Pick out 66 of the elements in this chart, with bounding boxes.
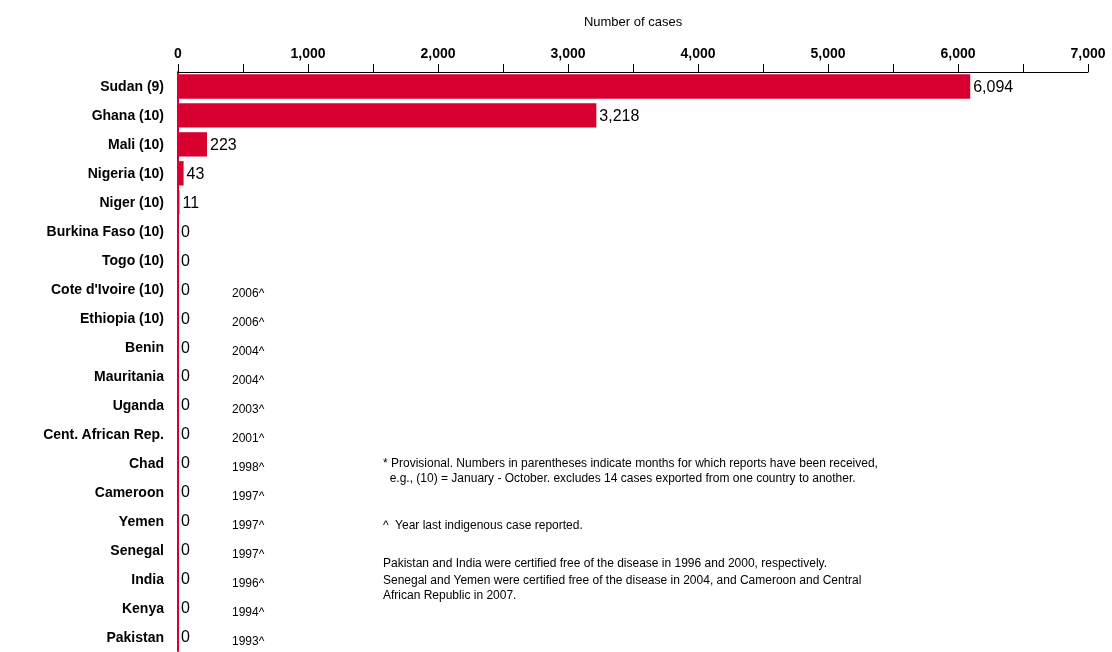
data-label: 0 xyxy=(181,570,190,588)
y-tick-label: Pakistan xyxy=(106,628,164,645)
x-tick-label: 0 xyxy=(174,45,183,61)
annotation: 2001^ xyxy=(232,430,265,445)
annotation: 1998^ xyxy=(232,459,265,474)
data-label: 0 xyxy=(181,309,190,327)
x-tick-label: 2,000 xyxy=(420,45,456,61)
data-label: 0 xyxy=(181,280,190,298)
y-tick-label: Ghana (10) xyxy=(91,107,164,124)
y-tick-label: Uganda xyxy=(112,396,165,413)
y-tick-label: Cote d'Ivoire (10) xyxy=(50,281,164,298)
y-tick-label: Mali (10) xyxy=(107,136,164,153)
data-label: 0 xyxy=(181,396,190,414)
data-label: 0 xyxy=(181,512,190,530)
data-label: 0 xyxy=(181,483,190,501)
data-label: 0 xyxy=(181,628,190,646)
y-tick-label: Senegal xyxy=(110,541,164,558)
y-tick-label: Niger (10) xyxy=(99,194,164,211)
y-tick-label: Nigeria (10) xyxy=(87,165,164,182)
x-axis-title: Number of cases xyxy=(583,14,683,29)
annotation: 2003^ xyxy=(232,401,265,416)
data-label: 0 xyxy=(181,425,190,443)
annotation: 1994^ xyxy=(232,604,265,619)
data-label: 3,218 xyxy=(599,106,640,124)
y-tick-label: Cent. African Rep. xyxy=(43,425,164,442)
data-label: 0 xyxy=(181,367,190,385)
y-tick-label: Kenya xyxy=(121,599,165,616)
x-tick-label: 6,000 xyxy=(940,45,976,61)
y-tick-label: Chad xyxy=(129,454,164,471)
data-label: 0 xyxy=(181,599,190,617)
annotation: 2006^ xyxy=(232,315,265,330)
annotation: 1997^ xyxy=(232,517,265,532)
data-label: 223 xyxy=(209,135,237,153)
y-tick-label: Togo (10) xyxy=(102,252,164,269)
data-label: 0 xyxy=(181,338,190,356)
y-tick-label: Burkina Faso (10) xyxy=(46,223,164,240)
annotation: 1993^ xyxy=(232,633,265,648)
y-tick-label: India xyxy=(131,570,165,587)
data-label: 0 xyxy=(181,222,190,240)
annotation: * Provisional. Numbers in parentheses indicate months for which reports have been received, e.g., (10) = January - October. excludes 14 cases exported from one country to another. xyxy=(383,455,878,485)
data-label: 0 xyxy=(181,454,190,472)
data-label: 0 xyxy=(181,541,190,559)
y-tick-label: Ethiopia (10) xyxy=(79,310,164,327)
data-label: 43 xyxy=(186,164,205,182)
x-tick-label: 4,000 xyxy=(680,45,716,61)
y-tick-label: Yemen xyxy=(118,512,164,529)
annotation: 2006^ xyxy=(232,286,265,301)
x-tick-label: 3,000 xyxy=(550,45,586,61)
x-tick-label: 1,000 xyxy=(290,45,326,61)
y-tick-label: Cameroon xyxy=(94,483,164,500)
annotation: 1996^ xyxy=(232,575,265,590)
data-label: 6,094 xyxy=(973,77,1014,95)
annotation: ^ Year last indigenous case reported. xyxy=(383,517,583,532)
annotation: 2004^ xyxy=(232,372,265,387)
annotation: Senegal and Yemen were certified free of the disease in 2004, and Cameroon and Central African Republic in 2007. xyxy=(383,572,862,602)
x-tick-label: 5,000 xyxy=(810,45,846,61)
y-tick-label: Sudan (9) xyxy=(100,78,164,95)
annotation: 1997^ xyxy=(232,546,265,561)
data-label: 11 xyxy=(182,193,200,211)
y-tick-label: Mauritania xyxy=(93,367,165,384)
annotation: 2004^ xyxy=(232,344,265,359)
x-tick-label: 7,000 xyxy=(1070,45,1106,61)
annotation: Pakistan and India were certified free of the disease in 1996 and 2000, respectively. xyxy=(383,555,828,570)
annotation: 1997^ xyxy=(232,488,265,503)
data-label: 0 xyxy=(181,251,190,269)
y-tick-label: Benin xyxy=(125,339,164,356)
